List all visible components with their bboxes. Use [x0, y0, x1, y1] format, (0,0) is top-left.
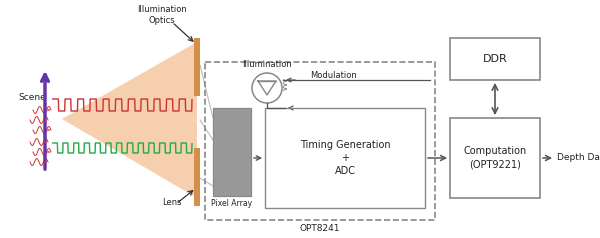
- Text: DDR: DDR: [482, 54, 508, 64]
- Text: Computation
(OPT9221): Computation (OPT9221): [463, 146, 527, 170]
- Text: Scene: Scene: [18, 94, 46, 103]
- Text: Lens: Lens: [162, 198, 182, 207]
- Text: OPT8241: OPT8241: [300, 224, 340, 233]
- Polygon shape: [62, 42, 197, 198]
- Text: Illumination: Illumination: [242, 60, 292, 69]
- FancyBboxPatch shape: [194, 38, 200, 96]
- Text: Illumination
Optics: Illumination Optics: [137, 5, 187, 25]
- FancyBboxPatch shape: [213, 108, 251, 196]
- Text: Timing Generation
+
ADC: Timing Generation + ADC: [299, 140, 391, 176]
- FancyBboxPatch shape: [194, 148, 200, 206]
- Text: Pixel Array: Pixel Array: [211, 199, 253, 208]
- Text: Depth Data: Depth Data: [557, 154, 600, 163]
- Text: Modulation: Modulation: [310, 71, 357, 80]
